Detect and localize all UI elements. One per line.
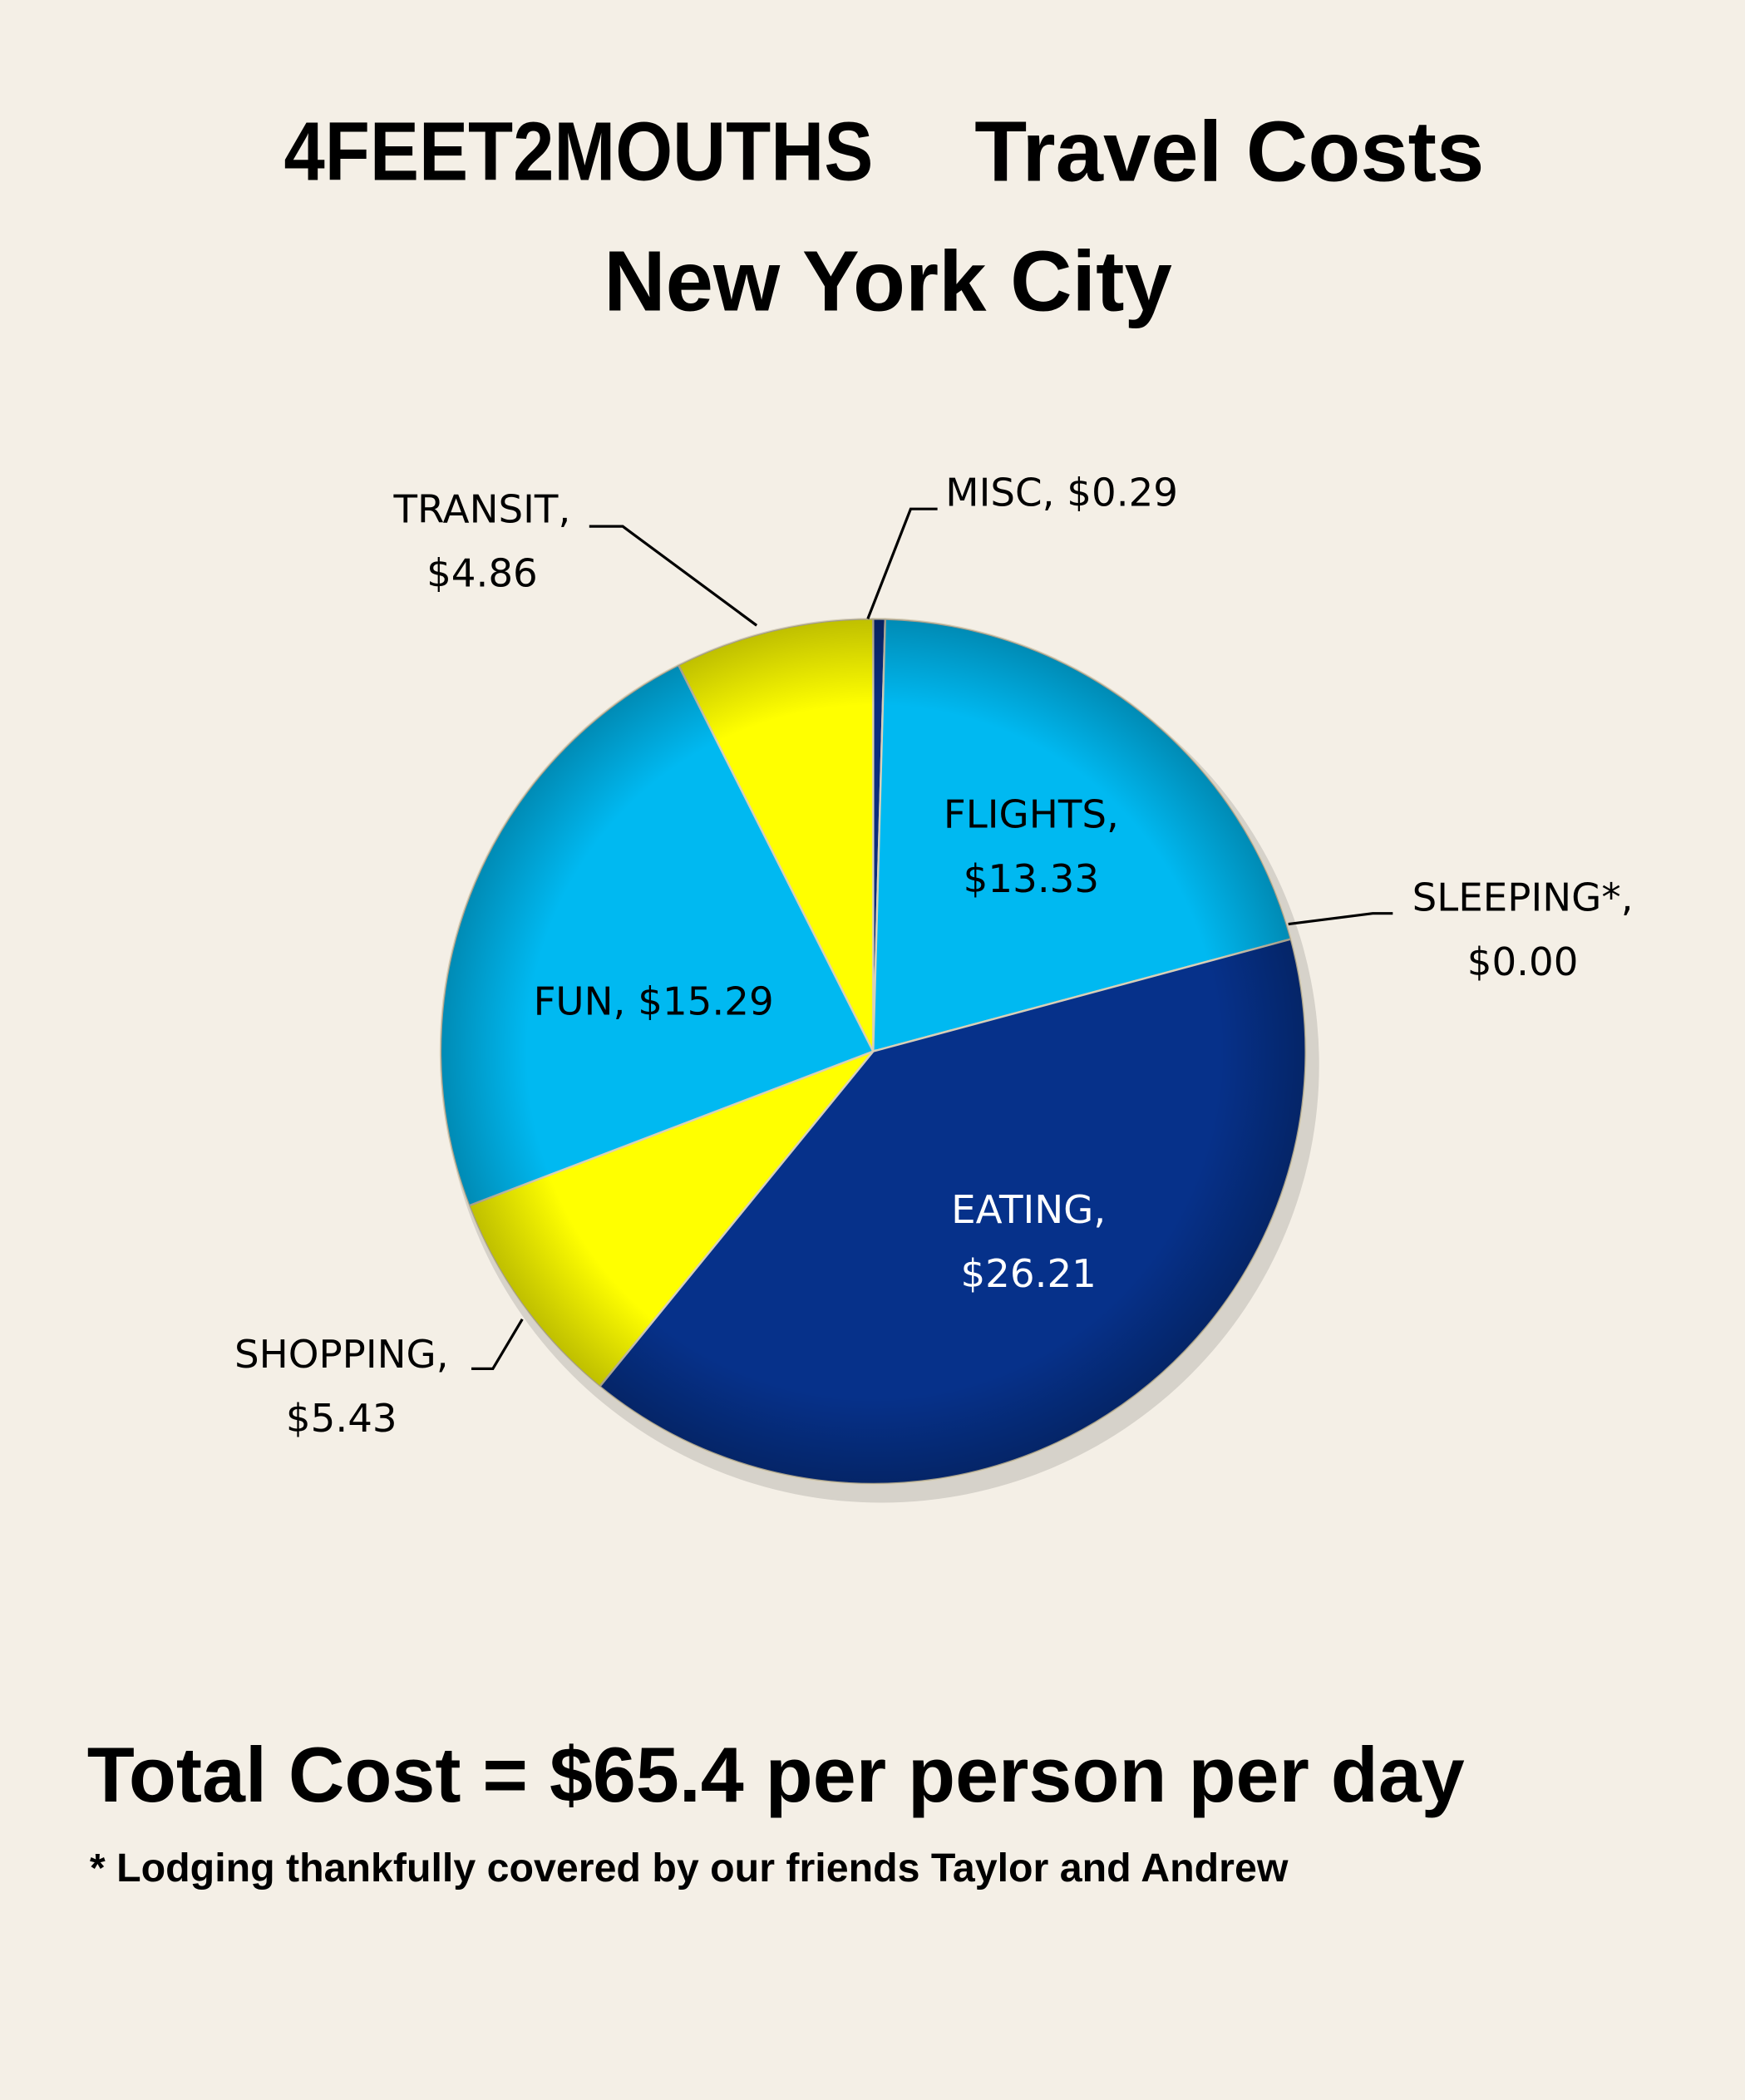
- pie: [439, 618, 1319, 1503]
- leader-line: [471, 1318, 524, 1371]
- data-label-line: $13.33: [964, 857, 1099, 902]
- data-label-line: $26.21: [960, 1252, 1096, 1297]
- data-label: FUN, $15.29: [534, 980, 774, 1025]
- data-label-line: FLIGHTS,: [944, 792, 1119, 837]
- total-annotation: Total Cost = $65.4 per person per day: [87, 1731, 1465, 1818]
- leader-line: [589, 525, 758, 627]
- pie-bevel: [440, 619, 1306, 1484]
- data-label-line: SHOPPING,: [234, 1332, 449, 1377]
- data-label-line: $5.43: [286, 1397, 397, 1442]
- data-label: SLEEPING*, $0.00: [1412, 875, 1634, 984]
- data-label: TRANSIT, $4.86: [393, 487, 571, 596]
- data-label: SHOPPING, $5.43: [234, 1332, 449, 1441]
- data-label: MISC, $0.29: [945, 471, 1178, 516]
- data-label-line: SLEEPING*,: [1412, 875, 1634, 920]
- data-label-line: $4.86: [426, 551, 538, 596]
- data-label: EATING, $26.21: [951, 1187, 1106, 1296]
- chart-title-brand: 4FEET2MOUTHS: [284, 106, 874, 199]
- footnote: * Lodging thankfully covered by our frie…: [90, 1846, 1289, 1890]
- chart-subtitle: New York City: [604, 234, 1172, 329]
- leader-line: [1288, 912, 1393, 926]
- data-label: FLIGHTS, $13.33: [944, 792, 1119, 901]
- chart-title: Travel Costs: [974, 103, 1484, 199]
- data-label-line: EATING,: [951, 1187, 1106, 1232]
- leader-line: [866, 507, 938, 619]
- data-label-line: TRANSIT,: [393, 487, 571, 532]
- data-label-line: $0.00: [1467, 939, 1579, 984]
- labels: MISC, $0.29 FLIGHTS, $13.33 SLEEPING*, $0.00…: [234, 471, 1634, 1442]
